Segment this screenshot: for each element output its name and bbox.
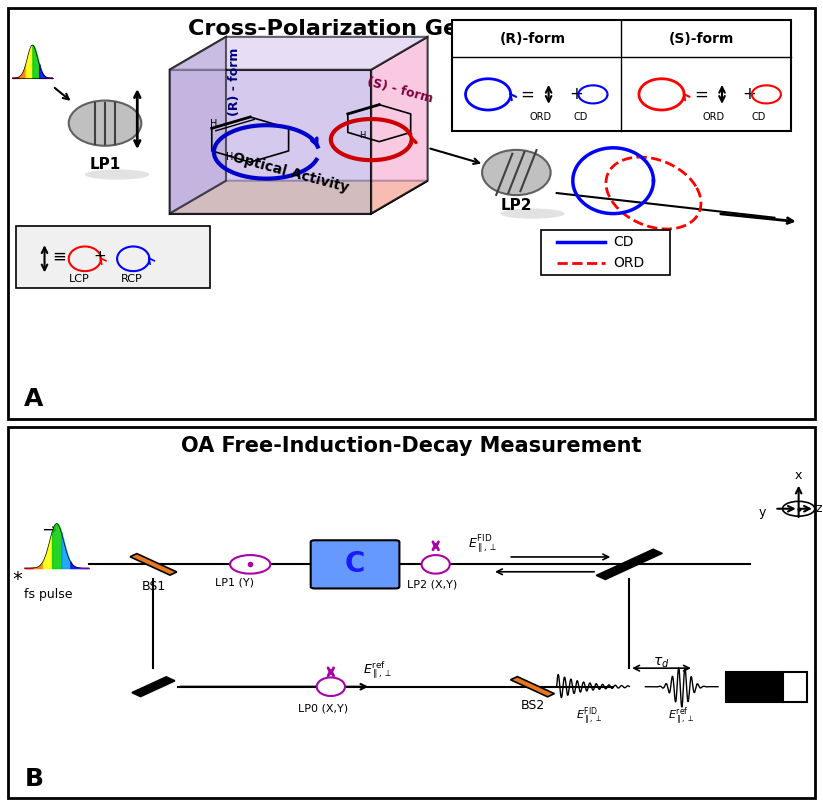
Text: CD: CD: [574, 112, 588, 122]
Ellipse shape: [317, 677, 345, 696]
Text: ≡: ≡: [53, 247, 67, 266]
Text: RCP: RCP: [121, 274, 143, 285]
Polygon shape: [170, 181, 428, 214]
Bar: [726, 672, 783, 701]
Text: x: x: [795, 469, 802, 482]
Text: =: =: [520, 85, 534, 103]
Text: →: →: [42, 522, 55, 540]
Ellipse shape: [85, 169, 150, 180]
Polygon shape: [170, 37, 428, 70]
Bar: [541, 230, 670, 276]
Polygon shape: [596, 549, 663, 580]
Polygon shape: [132, 677, 174, 696]
Text: A: A: [25, 387, 44, 410]
Text: *: *: [12, 570, 22, 588]
Ellipse shape: [500, 209, 565, 218]
Text: (S) - form: (S) - form: [365, 75, 434, 106]
Circle shape: [230, 555, 270, 574]
Text: BS2: BS2: [520, 699, 545, 712]
Text: $E_{\parallel,\perp}^{\rm ref}$: $E_{\parallel,\perp}^{\rm ref}$: [363, 659, 393, 680]
Polygon shape: [170, 70, 371, 214]
Bar: [16, 226, 210, 288]
Text: ORD: ORD: [613, 256, 644, 270]
Text: LCP: LCP: [68, 274, 90, 285]
Text: Optical Activity: Optical Activity: [231, 150, 350, 195]
Text: ORD: ORD: [703, 112, 725, 122]
Text: B: B: [25, 767, 44, 791]
Text: y: y: [759, 506, 766, 519]
Text: +: +: [569, 85, 583, 103]
Bar: [8, 427, 815, 798]
Text: =: =: [694, 85, 708, 103]
Text: z: z: [816, 502, 822, 515]
Bar: [783, 672, 807, 701]
Text: H: H: [226, 152, 234, 162]
Text: (S)-form: (S)-form: [669, 32, 735, 46]
Text: Cross-Polarization Geometry for OA: Cross-Polarization Geometry for OA: [188, 19, 635, 39]
Text: LP1: LP1: [90, 156, 121, 172]
Text: D: D: [789, 680, 800, 693]
Text: LP2 (X,Y): LP2 (X,Y): [407, 580, 457, 590]
Text: $E_{\parallel,\perp}^{\rm ref}$: $E_{\parallel,\perp}^{\rm ref}$: [668, 705, 695, 728]
Text: $E_{\parallel,\perp}^{\rm FID}$: $E_{\parallel,\perp}^{\rm FID}$: [576, 705, 602, 728]
Text: fs pulse: fs pulse: [25, 588, 72, 600]
Text: BS1: BS1: [142, 580, 165, 593]
Text: CD: CD: [751, 112, 765, 122]
Circle shape: [783, 501, 815, 516]
Polygon shape: [130, 554, 177, 575]
FancyBboxPatch shape: [310, 540, 399, 588]
Text: (R) - form: (R) - form: [228, 48, 240, 116]
Polygon shape: [510, 676, 555, 697]
Text: ORD: ORD: [529, 112, 551, 122]
Bar: [8, 8, 815, 419]
Text: $E_{\parallel,\perp}^{\rm FID}$: $E_{\parallel,\perp}^{\rm FID}$: [468, 533, 497, 555]
Text: MC: MC: [743, 680, 765, 693]
Ellipse shape: [482, 150, 551, 195]
Text: LP0 (X,Y): LP0 (X,Y): [298, 704, 348, 714]
Text: +: +: [93, 249, 105, 264]
Ellipse shape: [68, 101, 142, 146]
Text: C: C: [345, 550, 365, 579]
Polygon shape: [170, 37, 226, 214]
Text: CD: CD: [613, 235, 634, 249]
Ellipse shape: [421, 555, 450, 574]
Text: H: H: [359, 131, 365, 139]
Text: +: +: [742, 85, 756, 103]
Text: OA Free-Induction-Decay Measurement: OA Free-Induction-Decay Measurement: [181, 436, 642, 455]
Text: H: H: [210, 119, 217, 129]
Text: LP1 (Y): LP1 (Y): [215, 578, 253, 588]
Bar: [452, 20, 791, 131]
Polygon shape: [371, 37, 428, 214]
Text: $\tau_d$: $\tau_d$: [653, 655, 670, 670]
Text: (R)-form: (R)-form: [500, 32, 565, 46]
Text: LP2: LP2: [500, 197, 532, 213]
